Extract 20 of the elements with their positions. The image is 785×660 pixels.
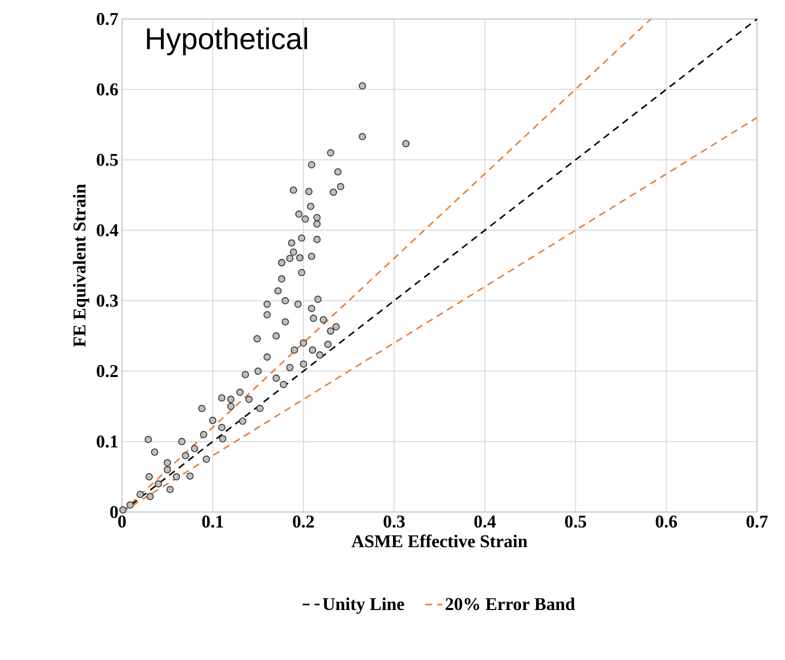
y-tick-label: 0.4: [96, 224, 118, 236]
x-tick-label: 0.7: [746, 516, 768, 528]
annotation: Hypothetical: [147, 27, 308, 56]
x-tick-label: 0.3: [384, 516, 405, 528]
y-tick-label: 0: [110, 506, 118, 518]
y-tick-label: 0.3: [96, 294, 118, 307]
y-axis-title: FE Equivalent Strain: [72, 184, 90, 347]
y-tick-label: 0.5: [96, 154, 118, 166]
y-tick-label: 0.6: [96, 83, 118, 96]
x-tick-label: 0.5: [565, 516, 586, 528]
x-axis-title: ASME Effective Strain: [352, 534, 528, 548]
y-tick-label: 0.7: [96, 12, 118, 26]
legend-label: Unity Line: [322, 598, 404, 614]
y-tick-label: 0.1: [96, 435, 118, 448]
legend-label: 20% Error Band: [446, 598, 575, 610]
x-tick-label: 0.2: [292, 516, 314, 528]
x-tick-label: 0.6: [656, 516, 677, 528]
y-tick-label: 0.2: [96, 365, 118, 378]
x-tick-label: 0.1: [202, 516, 224, 528]
x-tick-label: 0.4: [474, 516, 496, 528]
